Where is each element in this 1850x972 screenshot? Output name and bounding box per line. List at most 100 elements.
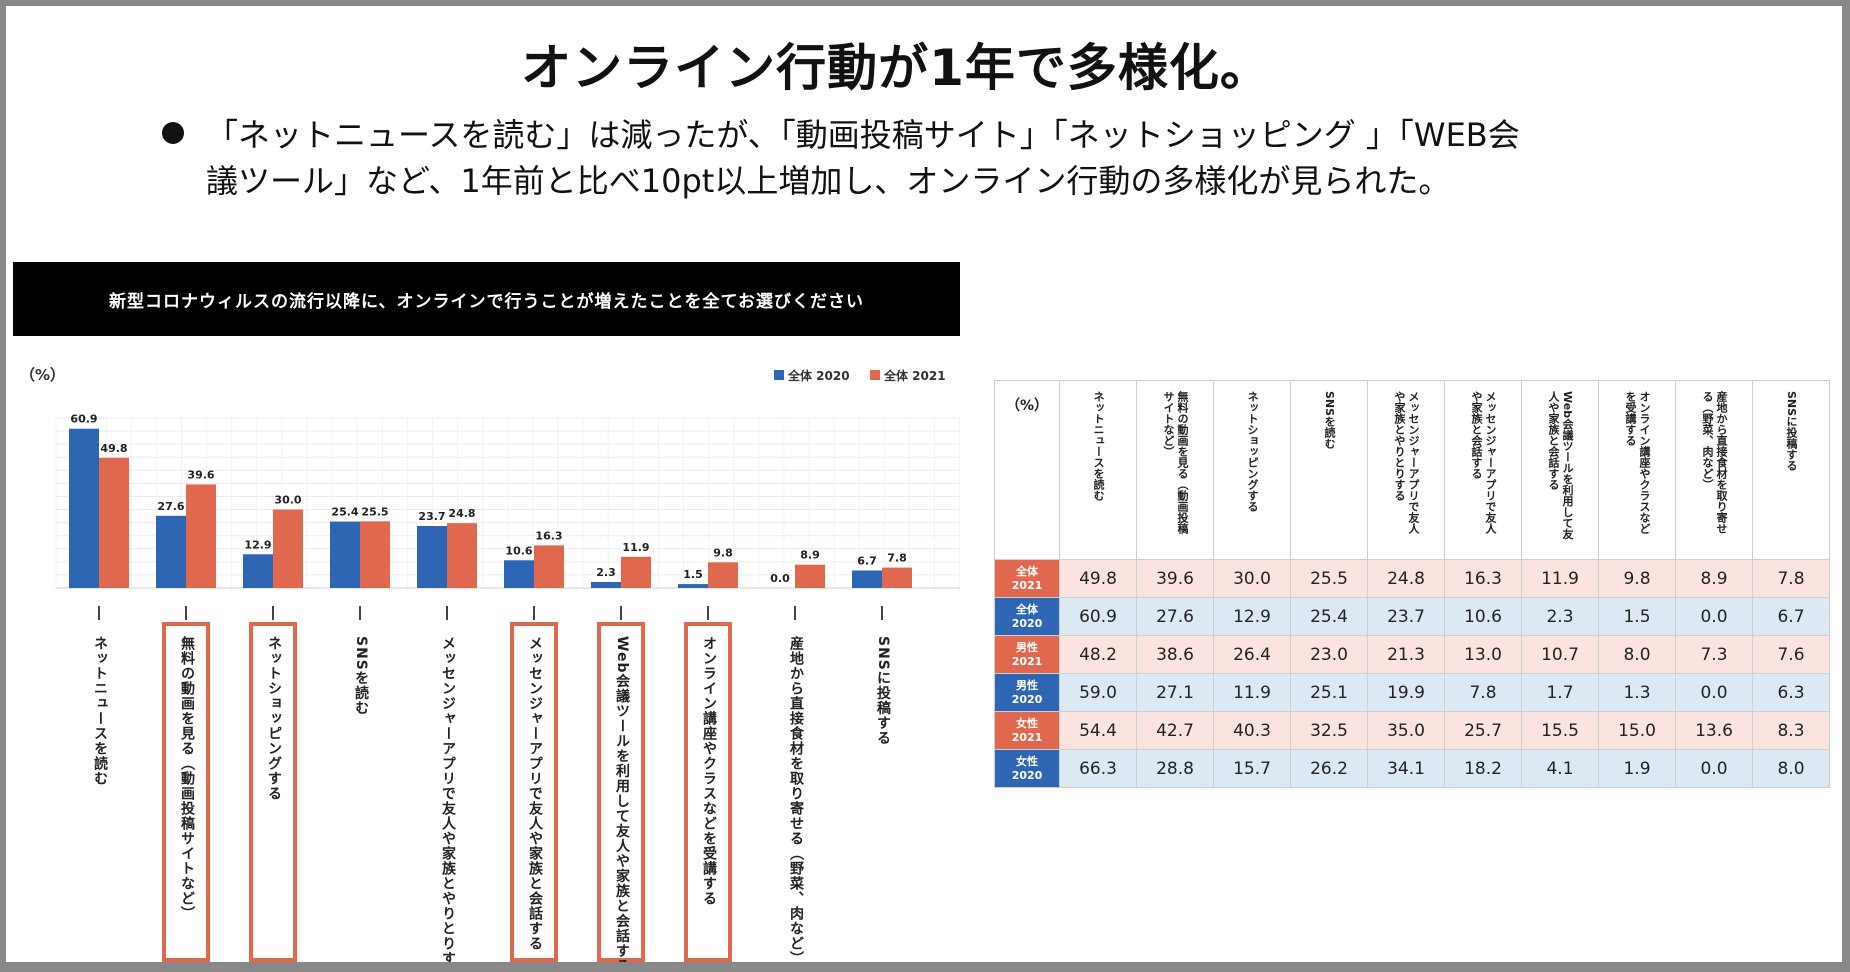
table-column-header: Web会議ツールを利用して友人や家族と会話する [1521, 380, 1599, 560]
table-cell: 48.2 [1059, 635, 1137, 674]
table-cell: 26.2 [1290, 749, 1368, 788]
bar-2020 [330, 521, 360, 588]
table-cell: 16.3 [1444, 559, 1522, 598]
bar-2021 [360, 521, 390, 588]
category-tick [185, 606, 187, 620]
data-label-2021: 8.9 [800, 549, 820, 562]
table-cell: 13.6 [1675, 711, 1753, 750]
table-cell: 28.8 [1136, 749, 1214, 788]
data-table: （%） ネットニュースを読む 無料の動画を見る（動画投稿サイトなど） ネットショッピン… [994, 380, 1830, 788]
table-cell: 26.4 [1213, 635, 1291, 674]
category-tick [359, 606, 361, 620]
table-cell: 59.0 [1059, 673, 1137, 712]
table-cell: 25.4 [1290, 597, 1368, 636]
table-cell: 25.5 [1290, 559, 1368, 598]
table-cell: 60.9 [1059, 597, 1137, 636]
table-cell: 49.8 [1059, 559, 1137, 598]
table-cell: 7.8 [1752, 559, 1830, 598]
table-cell: 8.0 [1752, 749, 1830, 788]
table-cell: 7.8 [1444, 673, 1522, 712]
table-corner-unit: （%） [994, 380, 1060, 560]
bar-2021 [621, 556, 651, 588]
table-cell: 4.1 [1521, 749, 1599, 788]
data-label-2020: 25.4 [331, 506, 358, 519]
bar-2020 [504, 560, 534, 588]
data-label-2020: 2.3 [596, 566, 616, 579]
table-cell: 39.6 [1136, 559, 1214, 598]
table-column-header: メッセンジャーアプリで友人や家族とやりとりする [1367, 380, 1445, 560]
table-cell: 2.3 [1521, 597, 1599, 636]
table-cell: 0.0 [1675, 597, 1753, 636]
table-cell: 27.6 [1136, 597, 1214, 636]
category-label: メッセンジャーアプリで友人や家族とやりとりする [440, 636, 456, 962]
table-column-header: SNSを読む [1290, 380, 1368, 560]
bar-2020 [156, 515, 186, 588]
table-row-label: 男性 2020 [994, 673, 1060, 712]
slide: オンライン行動が1年で多様化。 「ネットニュースを読む」は減ったが、「動画投稿サ… [6, 6, 1842, 962]
table-row-label: 全体 2020 [994, 597, 1060, 636]
data-label-2020: 23.7 [418, 510, 445, 523]
table-row: 男性 2021 48.2 38.6 26.4 23.0 21.3 13.0 10.7 8.0 7.3… [994, 635, 1830, 674]
data-label-2020: 27.6 [157, 500, 184, 513]
category-tick [533, 606, 535, 620]
data-label-2020: 60.9 [70, 413, 97, 426]
table-cell: 10.6 [1444, 597, 1522, 636]
table-row-label: 女性 2020 [994, 749, 1060, 788]
category-tick [881, 606, 883, 620]
legend-label-2020: 全体 2020 [787, 368, 850, 383]
table-row-label: 全体 2021 [994, 559, 1060, 598]
table-row: 全体 2021 49.8 39.6 30.0 25.5 24.8 16.3 11.9 9.8 8.9… [994, 559, 1830, 598]
table-cell: 27.1 [1136, 673, 1214, 712]
table-cell: 9.8 [1598, 559, 1676, 598]
table-cell: 6.3 [1752, 673, 1830, 712]
table-cell: 10.7 [1521, 635, 1599, 674]
category-label: メッセンジャーアプリで友人や家族と会話する [527, 636, 543, 951]
bullet-text-line-1: 「ネットニュースを読む」は減ったが、「動画投稿サイト」「ネットショッピング 」「… [206, 116, 1520, 154]
data-label-2021: 30.0 [274, 494, 301, 507]
data-label-2021: 25.5 [361, 505, 388, 518]
table-cell: 15.5 [1521, 711, 1599, 750]
unit-label: （%） [20, 366, 65, 384]
category-highlight-box [249, 622, 297, 962]
category-label: Web会議ツールを利用して友人や家族と会話する [614, 636, 630, 962]
table-cell: 54.4 [1059, 711, 1137, 750]
table-body: 全体 2021 49.8 39.6 30.0 25.5 24.8 16.3 11.9 9.8 8.9… [994, 559, 1830, 788]
category-tick [98, 606, 100, 620]
table-cell: 18.2 [1444, 749, 1522, 788]
table-column-header: 無料の動画を見る（動画投稿サイトなど） [1136, 380, 1214, 560]
category-highlight-box [510, 622, 558, 962]
bar-2021 [273, 509, 303, 588]
bar-chart: （%） 全体 2020 全体 2021 60.9 49.8 27.6 39.6 12.9 30.… [20, 366, 961, 589]
table-cell: 23.0 [1290, 635, 1368, 674]
table-column-header: ネットショッピングする [1213, 380, 1291, 560]
bullet-dot [162, 122, 184, 144]
table-cell: 32.5 [1290, 711, 1368, 750]
table-cell: 7.6 [1752, 635, 1830, 674]
table-cell: 35.0 [1367, 711, 1445, 750]
category-tick [794, 606, 796, 620]
category-highlight-box [684, 622, 732, 962]
table-row: 女性 2020 66.3 28.8 15.7 26.2 34.1 18.2 4.1 1.9 0.0 8… [994, 749, 1830, 788]
table-cell: 25.7 [1444, 711, 1522, 750]
bar-2020 [591, 581, 621, 588]
table-column-header: ネットニュースを読む [1059, 380, 1137, 560]
table-cell: 40.3 [1213, 711, 1291, 750]
data-label-2020: 0.0 [770, 572, 790, 585]
table-row-label: 女性 2021 [994, 711, 1060, 750]
category-tick [446, 606, 448, 620]
bar-2021 [534, 545, 564, 588]
table-cell: 8.0 [1598, 635, 1676, 674]
data-label-2021: 24.8 [448, 507, 475, 520]
table-cell: 25.1 [1290, 673, 1368, 712]
bar-2021 [882, 567, 912, 588]
table-cell: 1.3 [1598, 673, 1676, 712]
table-cell: 12.9 [1213, 597, 1291, 636]
bar-2021 [186, 484, 216, 588]
table-column-header: SNSに投稿する [1752, 380, 1830, 560]
category-tick [707, 606, 709, 620]
category-label: オンライン講座やクラスなどを受講する [701, 636, 717, 906]
table-cell: 30.0 [1213, 559, 1291, 598]
table-row: 全体 2020 60.9 27.6 12.9 25.4 23.7 10.6 2.3 1.5 0.0 6… [994, 597, 1830, 636]
category-tick [620, 606, 622, 620]
legend-swatch-2021 [870, 370, 880, 380]
